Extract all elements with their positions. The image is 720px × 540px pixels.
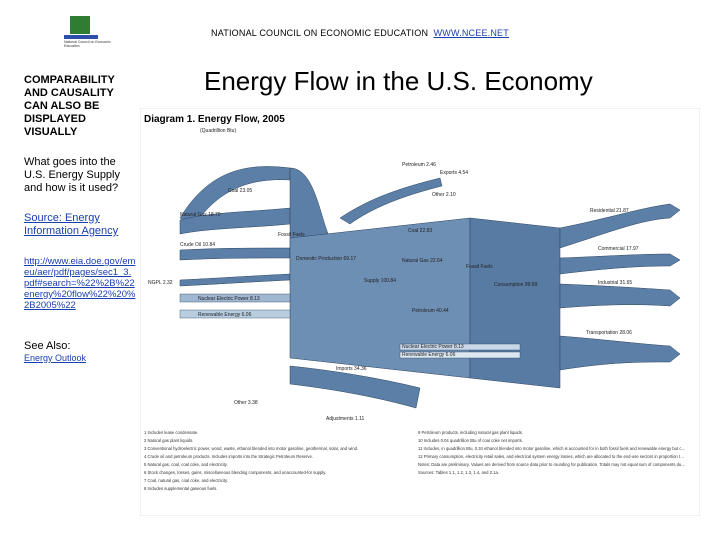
note-left-5: 5 Natural gas, coal, coal coke, and elec… (144, 462, 228, 467)
label-adjustments: Adjustments 1.11 (326, 416, 364, 422)
label-nuclear: Nuclear Electric Power 8.13 (198, 296, 260, 302)
energy-outlook-link[interactable]: Energy Outlook (24, 353, 87, 363)
note-left-4: 4 Crude oil and petroleum products. Incl… (144, 454, 313, 459)
diagram-subtitle: (Quadrillion Btu) (200, 128, 236, 134)
footnotes: 1 Includes lease condensate. 2 Natural g… (144, 430, 686, 491)
sidebar-question: What goes into the U.S. Energy Supply an… (24, 156, 120, 194)
label-fossil-fuels: Fossil Fuels (466, 264, 493, 270)
transportation-flow (559, 335, 681, 371)
label-natural-gas: Natural Gas 18.70 (180, 212, 221, 218)
industrial-flow (559, 283, 681, 309)
label-imports: Imports 34.36 (336, 366, 367, 372)
note-left-8: 8 Includes supplemental gaseous fuels. (144, 486, 217, 491)
header-link[interactable]: WWW.NCEE.NET (433, 28, 509, 38)
label-crude-oil: Crude Oil 10.84 (180, 242, 215, 248)
diagram-labels: Coal 23.05 Natural Gas 18.70 Crude Oil 1… (148, 162, 639, 422)
ncee-logo: National Council on Economic Education (62, 12, 122, 52)
consumption-trunk (469, 217, 561, 389)
label-natural-gas-consumption: Natural Gas 22.64 (402, 258, 443, 264)
label-petroleum-consumption: Petroleum 40.44 (412, 308, 449, 314)
renewable-flow (179, 309, 291, 319)
nuclear-consumption-band (399, 343, 521, 351)
label-petroleum-exports: Petroleum 2.46 (402, 162, 436, 168)
note-right-5: Notes: Data are preliminary. Values are … (418, 462, 685, 467)
imports-flow (289, 365, 421, 409)
label-domestic-production: Domestic Production 69.17 (296, 256, 356, 262)
note-left-2: 2 Natural gas plant liquids. (144, 438, 193, 443)
residential-flow (559, 203, 681, 249)
note-left-7: 7 Coal, natural gas, coal coke, and elec… (144, 478, 228, 483)
label-consumption: Consumption 99.89 (494, 282, 538, 288)
label-ngpl: NGPL 2.32 (148, 280, 173, 286)
page-header: NATIONAL COUNCIL ON ECONOMIC EDUCATION W… (0, 28, 720, 38)
source-url-link[interactable]: http://www.eia.doe.gov/emeu/aer/pdf/page… (24, 256, 136, 311)
note-right-1: 9 Petroleum products, including natural … (418, 430, 523, 435)
energy-flow-diagram: Diagram 1. Energy Flow, 2005 (Quadrillio… (140, 108, 700, 516)
label-exports: Exports 4.54 (440, 170, 468, 176)
label-supply: Supply 100.84 (364, 278, 396, 284)
logo-bar (64, 35, 98, 39)
exports-flow (339, 177, 443, 225)
logo-mark (70, 16, 90, 34)
note-right-3: 11 Includes, in quadrillion Btu, 0.34 et… (418, 446, 686, 451)
label-industrial: Industrial 31.65 (598, 280, 632, 286)
diagram-title: Diagram 1. Energy Flow, 2005 (144, 114, 285, 125)
nuclear-flow (179, 293, 291, 303)
note-right-4: 12 Primary consumption, electricity reta… (418, 454, 684, 459)
commercial-flow (559, 253, 681, 275)
label-nuclear-consumption: Nuclear Electric Power 8.13 (402, 344, 464, 350)
crude-oil-flow (179, 247, 291, 261)
header-org: NATIONAL COUNCIL ON ECONOMIC EDUCATION (211, 28, 429, 38)
sidebar-heading: COMPARABILITY AND CAUSALITY CAN ALSO BE … (24, 74, 115, 138)
renewable-consumption-band (399, 351, 521, 359)
label-coal: Coal 23.05 (228, 188, 252, 194)
note-left-3: 3 Conventional hydroelectric power, wood… (144, 446, 358, 451)
label-other-exports: Other 2.10 (432, 192, 456, 198)
note-left-6: 6 Stock changes, losses, gains, miscella… (144, 470, 326, 475)
label-renewable-consumption: Renewable Energy 6.06 (402, 352, 456, 358)
label-commercial: Commercial 17.97 (598, 246, 639, 252)
label-coal-consumption: Coal 22.83 (408, 228, 432, 234)
label-fossil: Fossil Fuels (278, 232, 305, 238)
label-renewable: Renewable Energy 6.06 (198, 312, 252, 318)
note-right-2: 10 Includes 0.04 quadrillion Btu of coal… (418, 438, 523, 443)
label-transportation: Transportation 28.06 (586, 330, 632, 336)
note-right-6: Sources: Tables 1.1, 1.2, 1.3, 1.4, and … (418, 470, 499, 475)
note-left-1: 1 Includes lease condensate. (144, 430, 198, 435)
slide-title: Energy Flow in the U.S. Economy (204, 66, 593, 96)
label-other-imports: Other 3.38 (234, 400, 258, 406)
label-residential: Residential 21.87 (590, 208, 629, 214)
logo-tagline: National Council on Economic Education (64, 40, 111, 48)
source-link[interactable]: Source: Energy Information Agency (24, 212, 119, 237)
see-also-label: See Also: (24, 340, 71, 352)
